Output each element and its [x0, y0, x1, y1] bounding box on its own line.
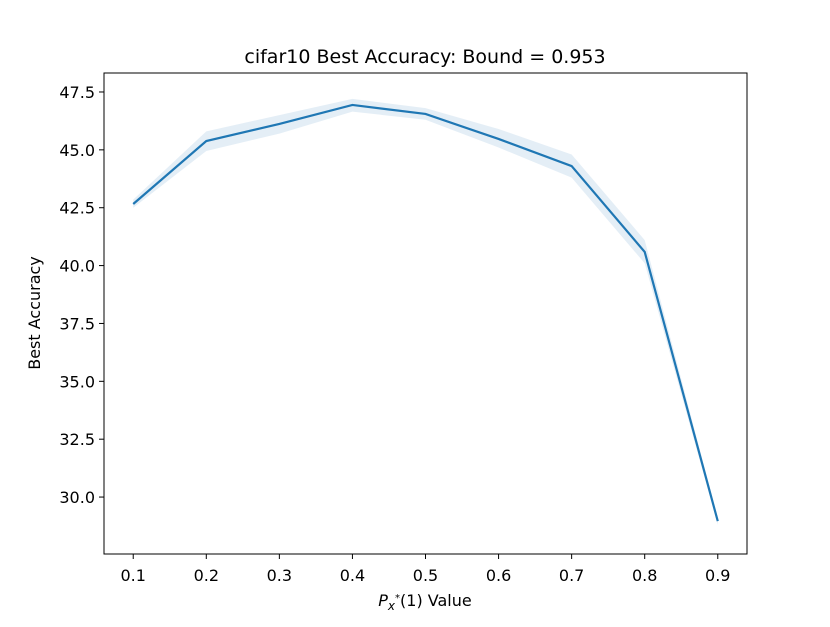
y-tick-label: 47.5 [59, 83, 95, 102]
x-tick-label: 0.2 [194, 566, 219, 585]
x-label-sub: x [387, 599, 396, 613]
x-tick-label: 0.5 [413, 566, 438, 585]
x-tick-label: 0.7 [559, 566, 584, 585]
x-tick-label: 0.3 [267, 566, 292, 585]
x-tick-label: 0.8 [632, 566, 657, 585]
y-tick-label: 37.5 [59, 314, 95, 333]
y-tick-label: 40.0 [59, 257, 95, 276]
x-label-main: P [378, 591, 388, 610]
x-label-sup: * [395, 593, 400, 604]
x-tick-label: 0.4 [340, 566, 365, 585]
y-tick-label: 45.0 [59, 141, 95, 160]
x-tick-label: 0.1 [121, 566, 146, 585]
y-tick-label: 35.0 [59, 372, 95, 391]
y-tick-label: 32.5 [59, 430, 95, 449]
x-tick-label: 0.9 [705, 566, 730, 585]
x-label-rest: (1) Value [400, 591, 472, 610]
y-tick-label: 42.5 [59, 199, 95, 218]
x-axis-label: Px*(1) Value [378, 591, 471, 613]
y-tick-label: 30.0 [59, 488, 95, 507]
y-axis-label: Best Accuracy [25, 256, 44, 370]
x-tick-label: 0.6 [486, 566, 511, 585]
line [132, 103, 719, 522]
chart-title: cifar10 Best Accuracy: Bound = 0.953 [244, 46, 605, 68]
